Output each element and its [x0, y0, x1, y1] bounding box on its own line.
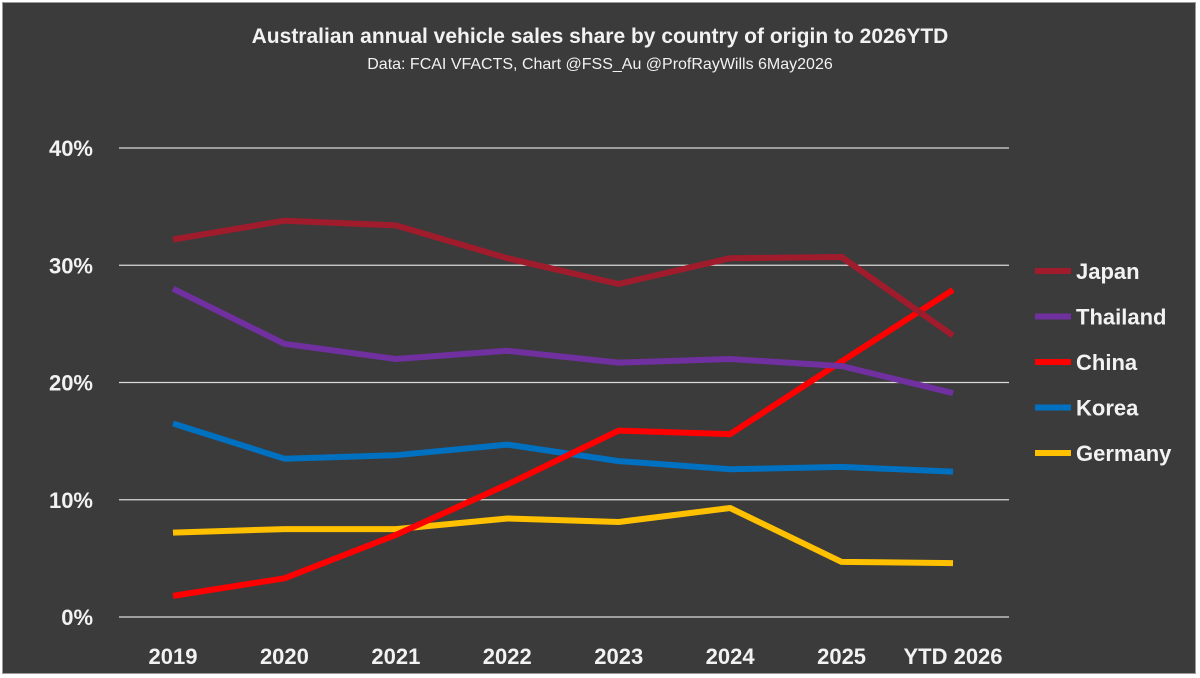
- x-tick-label: 2023: [594, 644, 643, 669]
- legend: Japan Thailand China Korea Germany: [1035, 259, 1172, 466]
- x-tick-label: 2021: [371, 644, 420, 669]
- line-chart: Australian annual vehicle sales share by…: [49, 25, 1172, 669]
- x-tick-label: 2025: [817, 644, 866, 669]
- x-tick-label: 2019: [149, 644, 198, 669]
- x-tick-label: 2024: [706, 644, 756, 669]
- chart-subtitle: Data: FCAI VFACTS, Chart @FSS_Au @ProfRa…: [367, 56, 833, 73]
- legend-label: Germany: [1076, 441, 1172, 466]
- gridlines: [119, 147, 1009, 618]
- legend-item-germany: Germany: [1035, 441, 1172, 466]
- series-line-thailand: [171, 286, 954, 397]
- x-tick-label: 2022: [483, 644, 532, 669]
- legend-label: Japan: [1076, 259, 1140, 284]
- legend-item-thailand: Thailand: [1035, 305, 1166, 330]
- y-tick-label: 40%: [49, 136, 93, 161]
- legend-label: Korea: [1076, 396, 1139, 421]
- y-tick-label: 10%: [49, 488, 93, 513]
- series-lines: [171, 217, 955, 599]
- chart-title: Australian annual vehicle sales share by…: [252, 25, 949, 48]
- series-line-korea: [172, 420, 954, 475]
- y-tick-label: 20%: [49, 371, 93, 396]
- series-line-china: [172, 287, 955, 599]
- series-line-japan: [172, 217, 955, 339]
- series-line-germany: [172, 505, 954, 567]
- legend-label: China: [1076, 350, 1138, 375]
- x-tick-label: YTD 2026: [903, 644, 1002, 669]
- y-tick-label: 0%: [61, 605, 93, 630]
- y-axis-ticks: 0% 10% 20% 30% 40%: [49, 136, 93, 630]
- legend-item-china: China: [1035, 350, 1138, 375]
- y-tick-label: 30%: [49, 253, 93, 278]
- legend-item-japan: Japan: [1035, 259, 1140, 284]
- legend-label: Thailand: [1076, 305, 1166, 330]
- x-axis-ticks: 2019 2020 2021 2022 2023 2024 2025 YTD 2026: [149, 644, 1003, 669]
- x-tick-label: 2020: [260, 644, 309, 669]
- legend-item-korea: Korea: [1035, 396, 1139, 421]
